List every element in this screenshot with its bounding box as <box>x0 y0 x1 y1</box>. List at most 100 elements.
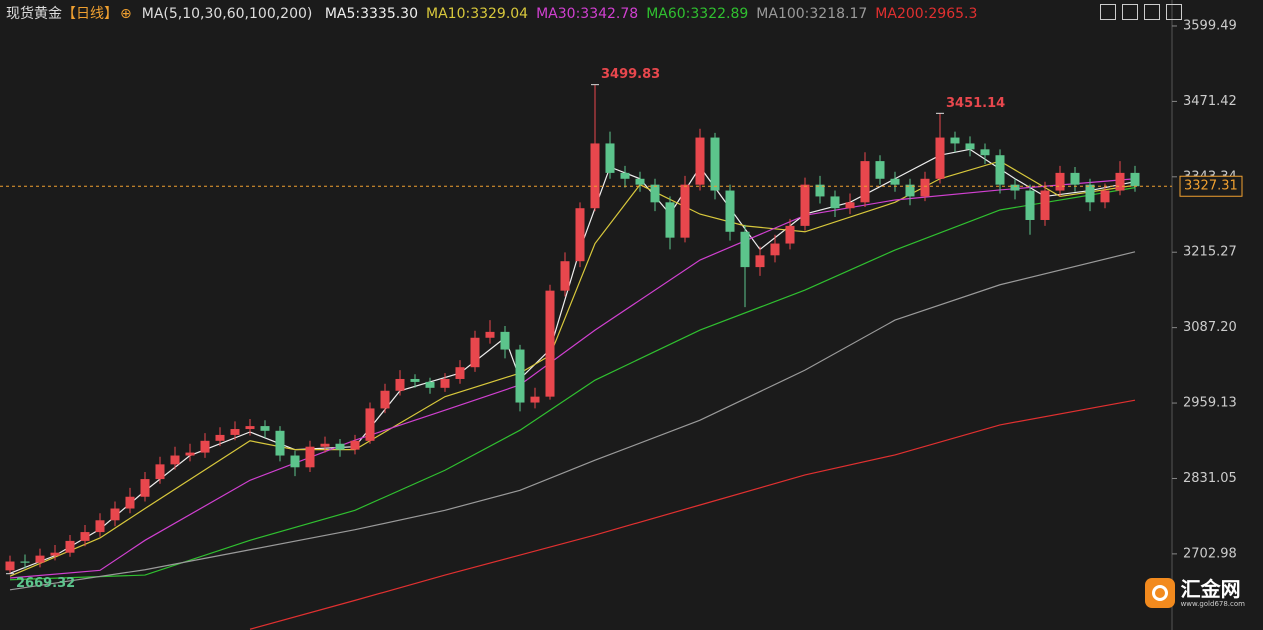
candle-body <box>1010 184 1020 191</box>
legend-entry: MA60:3322.89 <box>646 6 749 22</box>
symbol[interactable]: 现货黄金 <box>6 6 62 22</box>
legend-entry: MA5:3335.30 <box>324 6 418 22</box>
y-tick-label: 2702.98 <box>1183 546 1237 561</box>
candle-body <box>695 137 705 185</box>
candle-body <box>65 540 75 553</box>
tool-button[interactable] <box>1122 4 1138 20</box>
tool-button[interactable] <box>1100 4 1116 20</box>
candle-body <box>335 443 345 450</box>
candle-body <box>365 408 375 441</box>
logo-icon <box>1144 578 1175 608</box>
candle-body <box>635 178 645 185</box>
candle-body <box>935 137 945 179</box>
legend-entry: MA30:3342.78 <box>536 6 639 22</box>
candle-body <box>185 452 195 456</box>
y-tick-label: 3599.49 <box>1183 18 1237 33</box>
candle-body <box>575 208 585 262</box>
candle-body <box>275 430 285 456</box>
ma-line <box>9 178 1136 579</box>
candle-body <box>395 378 405 391</box>
candle-body <box>1040 190 1050 220</box>
y-tick-label: 3087.20 <box>1183 320 1237 335</box>
add-icon[interactable]: ⊕ <box>120 6 132 22</box>
y-tick-label: 3215.27 <box>1183 245 1237 260</box>
candle-body <box>815 184 825 197</box>
candle-body <box>530 396 540 403</box>
candle-body <box>830 196 840 209</box>
candle-body <box>770 243 780 256</box>
ma-line <box>9 187 1136 581</box>
candle-body <box>140 479 150 497</box>
candle-body <box>980 149 990 156</box>
period[interactable]: 【日线】 <box>62 6 118 22</box>
candle-body <box>665 202 675 238</box>
last-price-box <box>1179 175 1243 197</box>
brand: 汇金网 <box>1180 577 1241 601</box>
candle-body <box>305 446 315 468</box>
candle-body <box>620 172 630 179</box>
candle-body <box>860 161 870 203</box>
candle-body <box>1055 172 1065 191</box>
candle-body <box>755 255 765 268</box>
candle-body <box>650 184 660 203</box>
ma-line <box>9 251 1136 591</box>
candle-body <box>95 520 105 533</box>
candle-body <box>125 496 135 509</box>
candle-body <box>590 143 600 209</box>
legend-entry: MA200:2965.3 <box>875 6 978 22</box>
candle-body <box>20 561 30 563</box>
candle-body <box>110 508 120 521</box>
candle-body <box>890 178 900 185</box>
candle-body <box>380 390 390 409</box>
last-price-label: 3327.31 <box>1184 179 1238 194</box>
candle-body <box>560 261 570 291</box>
candle-body <box>320 443 330 447</box>
candle-body <box>410 378 420 382</box>
candle-body <box>965 143 975 150</box>
y-tick-label: 2959.13 <box>1183 396 1237 411</box>
candle-body <box>245 426 255 430</box>
y-tick-label: 3471.42 <box>1183 94 1237 109</box>
tool-button[interactable] <box>1166 4 1182 20</box>
legend-entry: MA10:3329.04 <box>426 6 529 22</box>
candle-body <box>440 378 450 388</box>
candle-body <box>1070 172 1080 185</box>
candle-body <box>350 440 360 450</box>
legend: 现货黄金【日线】 ⊕ MA(5,10,30,60,100,200) MA5:3335… <box>6 3 985 23</box>
toolbar <box>1100 4 1182 20</box>
candle-body <box>485 331 495 338</box>
y-tick-label: 2831.05 <box>1183 471 1237 486</box>
candle-body <box>170 455 180 465</box>
candle-body <box>215 434 225 441</box>
extreme-label: 2669.32 <box>16 576 75 591</box>
candle-body <box>425 381 435 388</box>
candle-body <box>845 202 855 209</box>
candle-body <box>905 184 915 197</box>
ma-line <box>9 148 1136 574</box>
candle-body <box>455 367 465 379</box>
candle-body <box>5 561 15 571</box>
candle-body <box>875 161 885 179</box>
candle-body <box>230 429 240 435</box>
candle-body <box>1130 172 1140 187</box>
candle-body <box>950 137 960 144</box>
ma-params[interactable]: MA(5,10,30,60,100,200) <box>141 6 313 22</box>
candle-body <box>500 331 510 350</box>
candle-body <box>200 440 210 453</box>
candle-body <box>470 337 480 368</box>
extreme-label: 3499.83 <box>601 67 660 82</box>
candle-body <box>920 178 930 197</box>
candle-body <box>1085 184 1095 203</box>
candle-body <box>545 290 555 397</box>
candle-body <box>1115 172 1125 191</box>
candle-body <box>725 190 735 232</box>
candle-body <box>800 184 810 226</box>
candle-body <box>680 184 690 238</box>
candle-body <box>740 231 750 268</box>
candle-body <box>1025 190 1035 220</box>
tool-button[interactable] <box>1144 4 1160 20</box>
candle-body <box>605 143 615 173</box>
candle-body <box>80 532 90 541</box>
